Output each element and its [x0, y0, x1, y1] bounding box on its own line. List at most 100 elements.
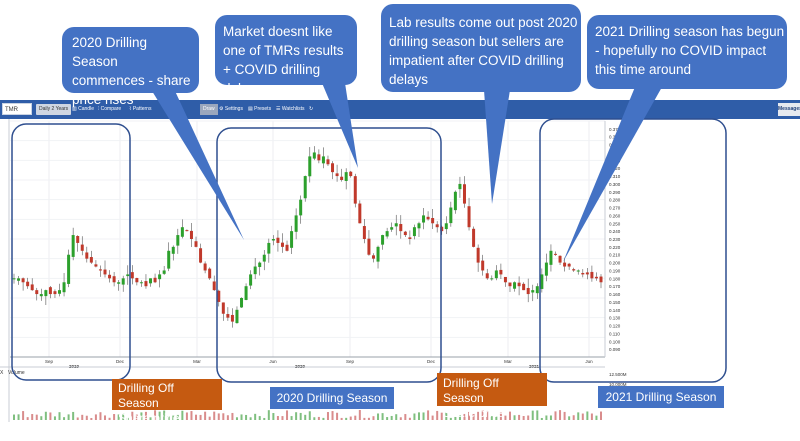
- candle-down: [403, 231, 407, 236]
- presets-icon: ▤: [248, 106, 255, 112]
- watchlists-button[interactable]: ☰ Watchlists: [276, 106, 305, 112]
- volume-bar: [581, 413, 584, 420]
- volume-bar: [295, 412, 298, 420]
- candle-down: [462, 184, 466, 204]
- volume-bar: [390, 415, 393, 420]
- volume-bar: [549, 415, 552, 420]
- candle-down: [558, 255, 562, 263]
- volume-bar: [454, 416, 457, 420]
- y-tick-label: 0.180: [609, 276, 621, 281]
- volume-bar: [518, 414, 521, 420]
- candle-down: [130, 272, 134, 279]
- candle-down: [522, 283, 526, 291]
- y-tick-label: 0.230: [609, 237, 621, 242]
- draw-button[interactable]: Draw: [200, 104, 218, 115]
- candle-up: [267, 242, 271, 254]
- presets-button[interactable]: ▤ Presets: [248, 106, 272, 112]
- volume-bar: [226, 415, 229, 420]
- candle-up: [126, 274, 130, 277]
- y-tick-label: 0.110: [609, 331, 620, 336]
- candle-down: [472, 228, 476, 247]
- compare-button[interactable]: ⫶ Compare: [98, 106, 122, 112]
- volume-bar: [331, 411, 334, 420]
- y-tick-label: 0.310: [609, 174, 621, 179]
- candle-down: [144, 281, 148, 287]
- volume-bar: [122, 413, 125, 420]
- candle-down: [563, 262, 567, 267]
- volume-bar: [568, 416, 571, 420]
- candle-down: [426, 216, 430, 220]
- y-tick-label: 0.100: [609, 339, 621, 344]
- candle-down: [203, 263, 207, 271]
- volume-bar: [536, 410, 539, 420]
- volume-bar: [559, 410, 562, 420]
- candle-down: [48, 287, 52, 295]
- volume-bar: [135, 414, 138, 420]
- candle-down: [76, 236, 80, 243]
- candle-down: [276, 237, 280, 243]
- candle-down: [503, 276, 507, 283]
- candle-up: [299, 199, 303, 216]
- candle-down: [399, 224, 403, 232]
- candle-down: [112, 276, 116, 283]
- volume-bar: [313, 417, 316, 420]
- volume-bar: [386, 417, 389, 420]
- x-tick-label: Dec: [427, 359, 436, 364]
- candle-down: [508, 282, 512, 287]
- volume-bar: [508, 411, 511, 420]
- candle-button[interactable]: ▥ Candle: [72, 106, 94, 112]
- volume-bar: [354, 415, 357, 420]
- candle-up: [12, 278, 16, 280]
- candle-up: [417, 223, 421, 229]
- gear-icon: ⚙: [219, 106, 225, 112]
- settings-button[interactable]: ⚙ Settings: [219, 106, 243, 112]
- volume-bar: [486, 410, 489, 420]
- volume-bar: [445, 412, 448, 420]
- volume-bar: [281, 416, 284, 420]
- candle-down: [367, 238, 371, 255]
- candle-down: [572, 269, 576, 271]
- candle-up: [158, 274, 162, 280]
- patterns-button[interactable]: ⌇ Patterns: [129, 106, 152, 112]
- volume-bar: [299, 412, 302, 420]
- candle-down: [353, 176, 357, 204]
- messages-button[interactable]: Messages: [778, 103, 800, 116]
- candle-down: [585, 272, 589, 275]
- candle-down: [108, 274, 112, 279]
- candle-down: [212, 281, 216, 291]
- volume-bar: [72, 411, 75, 420]
- volume-bar: [395, 414, 398, 420]
- candle-down: [581, 272, 585, 275]
- chart-toolbar: TMR Daily 2 Years ▥ Candle ⫶ Compare ⌇ P…: [0, 100, 800, 119]
- candle-up: [121, 278, 125, 285]
- volume-bar: [477, 411, 480, 420]
- y-tick-label: 0.120: [609, 324, 621, 329]
- volume-bar: [90, 417, 93, 420]
- candle-down: [362, 226, 366, 239]
- candle-up: [62, 282, 66, 293]
- y-tick-label: 0.170: [609, 284, 621, 289]
- refresh-icon[interactable]: ↻: [309, 106, 314, 112]
- symbol-search-input[interactable]: TMR: [2, 103, 32, 115]
- candle-down: [185, 230, 189, 232]
- y-tick-label: 0.150: [609, 300, 621, 305]
- volume-bar: [222, 413, 225, 420]
- candle-down: [103, 269, 107, 275]
- candle-up: [385, 231, 389, 237]
- volume-bar: [195, 414, 198, 420]
- candle-up: [453, 191, 457, 211]
- y-tick-label: 0.270: [609, 206, 621, 211]
- candle-down: [331, 163, 335, 173]
- volume-bar: [495, 416, 498, 420]
- volume-bar: [49, 412, 52, 420]
- volume-bar: [213, 411, 216, 420]
- candle-down: [476, 247, 480, 263]
- y-tick-label: 0.240: [609, 229, 621, 234]
- period-selector[interactable]: Daily 2 Years: [36, 104, 72, 115]
- volume-bar: [490, 416, 493, 420]
- volume-bar: [481, 410, 484, 420]
- volume-bar: [367, 417, 370, 420]
- chart-annotation-screenshot: 2020 Drilling Season commences - share p…: [0, 4, 800, 422]
- candle-up: [449, 207, 453, 224]
- y-tick-label: 0.200: [609, 261, 621, 266]
